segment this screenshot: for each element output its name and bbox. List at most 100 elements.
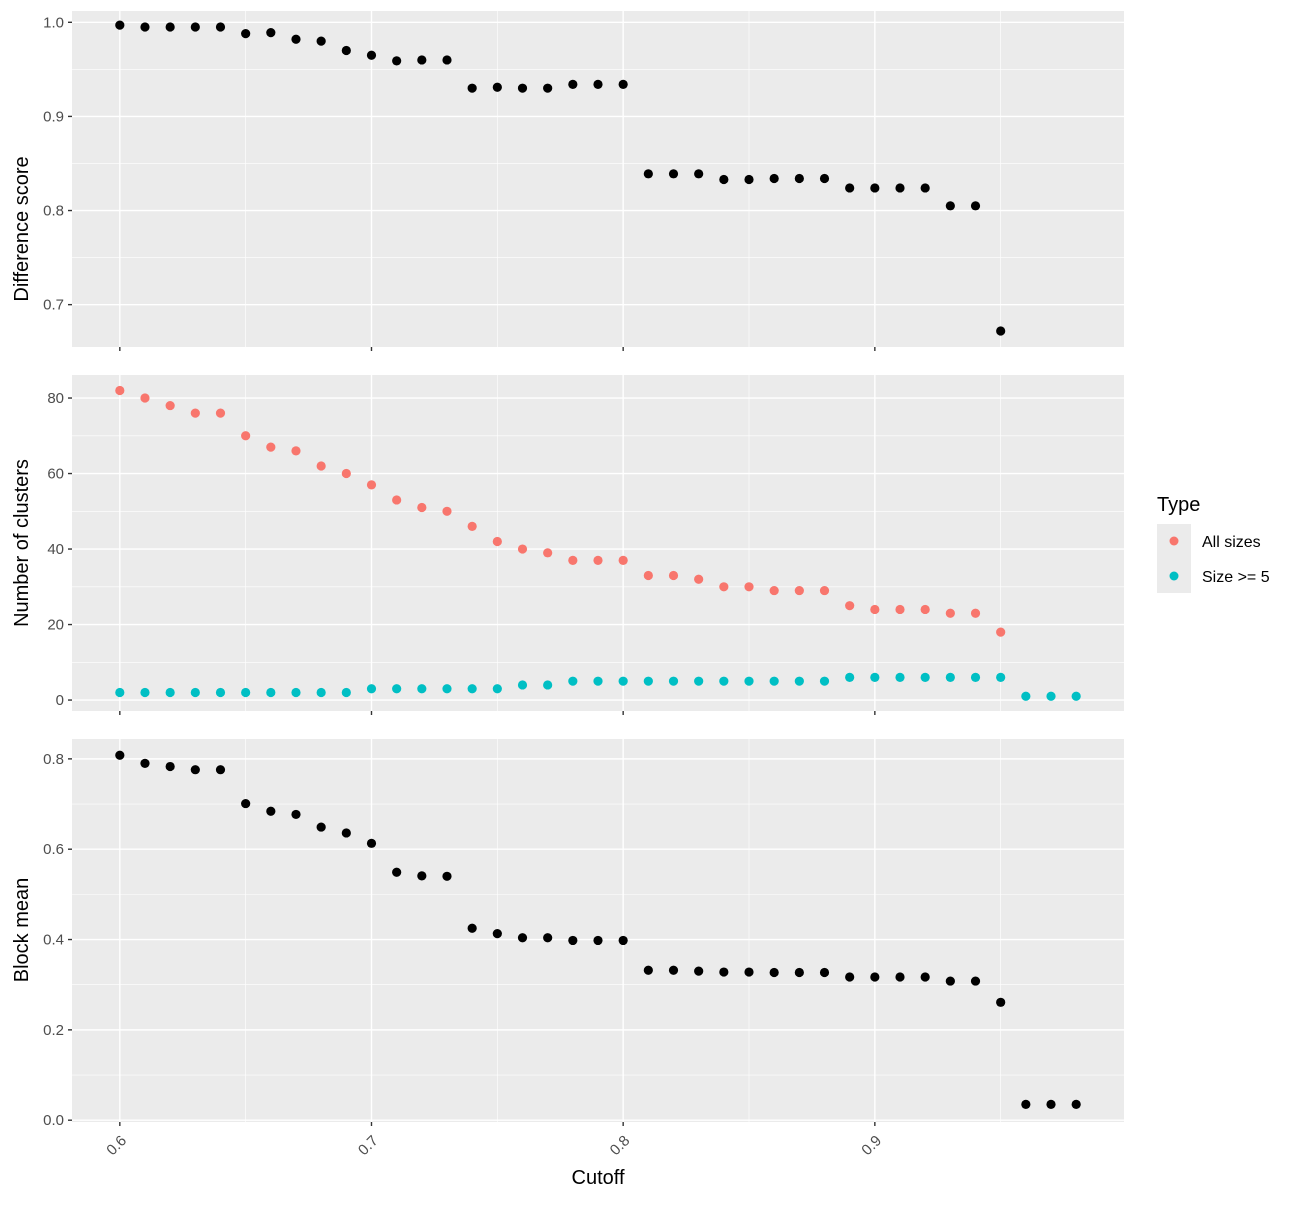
data-point bbox=[870, 183, 880, 193]
data-point bbox=[794, 585, 804, 596]
data-point bbox=[694, 676, 704, 686]
data-point bbox=[140, 22, 150, 32]
data-point bbox=[417, 871, 427, 881]
data-point bbox=[165, 761, 175, 772]
data-point bbox=[417, 55, 427, 65]
data-point bbox=[845, 183, 855, 193]
data-point bbox=[291, 34, 301, 44]
data-point bbox=[870, 604, 880, 615]
data-point bbox=[694, 574, 704, 584]
data-point bbox=[895, 972, 905, 982]
data-point bbox=[694, 169, 704, 179]
y-axis-title: Number of clusters bbox=[11, 459, 33, 627]
series-0 bbox=[115, 750, 1081, 1109]
data-point bbox=[366, 50, 377, 60]
data-point bbox=[190, 408, 200, 418]
data-point bbox=[115, 385, 125, 396]
data-point bbox=[970, 672, 981, 683]
y-axis-title: Block mean bbox=[11, 878, 33, 983]
data-point bbox=[341, 687, 351, 698]
data-point bbox=[744, 582, 754, 592]
data-point bbox=[366, 480, 377, 490]
data-point bbox=[165, 22, 175, 32]
data-point bbox=[845, 972, 855, 982]
data-point bbox=[895, 183, 905, 193]
series-1 bbox=[115, 672, 1081, 701]
data-point bbox=[895, 672, 905, 683]
data-point bbox=[819, 173, 830, 184]
data-point bbox=[945, 976, 955, 986]
data-point bbox=[266, 687, 276, 698]
data-point bbox=[316, 687, 326, 698]
data-point bbox=[215, 22, 226, 32]
data-point bbox=[643, 965, 653, 975]
data-point bbox=[643, 169, 653, 179]
data-point bbox=[190, 765, 200, 775]
data-point bbox=[970, 976, 981, 986]
data-point bbox=[241, 28, 251, 39]
panels: 0.7 0.8 0.9 1.0 Difference score 0 20 40 60 80 Num… bbox=[11, 11, 1124, 1159]
data-point bbox=[115, 687, 125, 698]
legend-title: Type bbox=[1157, 494, 1200, 516]
data-point bbox=[266, 806, 276, 816]
data-point bbox=[543, 933, 553, 943]
data-point bbox=[140, 687, 150, 698]
data-point bbox=[694, 966, 704, 976]
data-point bbox=[366, 838, 377, 848]
data-point bbox=[492, 684, 502, 694]
data-point bbox=[392, 495, 402, 505]
y-tick-label: 0.0 bbox=[43, 1112, 64, 1129]
y-tick-label: 0.8 bbox=[43, 751, 64, 768]
panel-background bbox=[72, 375, 1124, 711]
data-point bbox=[819, 967, 830, 978]
series-0 bbox=[115, 20, 1006, 336]
data-point bbox=[568, 935, 578, 946]
data-point bbox=[769, 967, 779, 978]
data-point bbox=[970, 201, 981, 211]
y-tick-label: 1.0 bbox=[43, 14, 64, 31]
data-point bbox=[1021, 1099, 1031, 1109]
data-point bbox=[769, 173, 779, 184]
data-point bbox=[392, 684, 402, 694]
data-point bbox=[266, 28, 276, 38]
data-point bbox=[719, 174, 729, 185]
data-point bbox=[895, 604, 905, 615]
y-tick-label: 0 bbox=[56, 692, 64, 709]
data-point bbox=[215, 687, 226, 698]
data-point bbox=[442, 506, 452, 516]
x-tick-label: 0.7 bbox=[355, 1132, 382, 1159]
data-point bbox=[392, 867, 402, 877]
data-point bbox=[945, 608, 955, 618]
data-point bbox=[945, 201, 955, 211]
y-tick-label: 0.7 bbox=[43, 297, 64, 314]
data-point bbox=[316, 461, 326, 471]
y-tick-label: 40 bbox=[47, 541, 64, 558]
data-point bbox=[442, 55, 452, 65]
data-point bbox=[467, 684, 477, 694]
data-point bbox=[920, 183, 930, 193]
data-point bbox=[115, 20, 125, 30]
data-point bbox=[719, 967, 729, 977]
data-point bbox=[517, 933, 528, 943]
data-point bbox=[769, 585, 779, 596]
data-point bbox=[719, 582, 729, 592]
data-point bbox=[291, 687, 301, 698]
data-point bbox=[417, 502, 427, 513]
legend: Type All sizes Size >= 5 bbox=[1157, 494, 1270, 593]
data-point bbox=[845, 672, 855, 683]
y-tick-label: 0.6 bbox=[43, 841, 64, 858]
data-point bbox=[543, 83, 553, 93]
data-point bbox=[316, 822, 326, 832]
data-point bbox=[744, 676, 754, 686]
data-point bbox=[568, 79, 578, 90]
data-point bbox=[845, 601, 855, 611]
data-point bbox=[492, 536, 502, 547]
data-point bbox=[316, 36, 326, 46]
panel-block-mean: 0.0 0.2 0.4 0.6 0.8 0.6 0.7 0.8 0.9 Block mean bbox=[11, 739, 1124, 1159]
data-point bbox=[1021, 691, 1031, 701]
data-point bbox=[996, 326, 1006, 336]
y-tick-label: 20 bbox=[47, 617, 64, 634]
data-point bbox=[341, 45, 351, 56]
y-tick-label: 0.9 bbox=[43, 108, 64, 125]
data-point bbox=[492, 82, 502, 92]
